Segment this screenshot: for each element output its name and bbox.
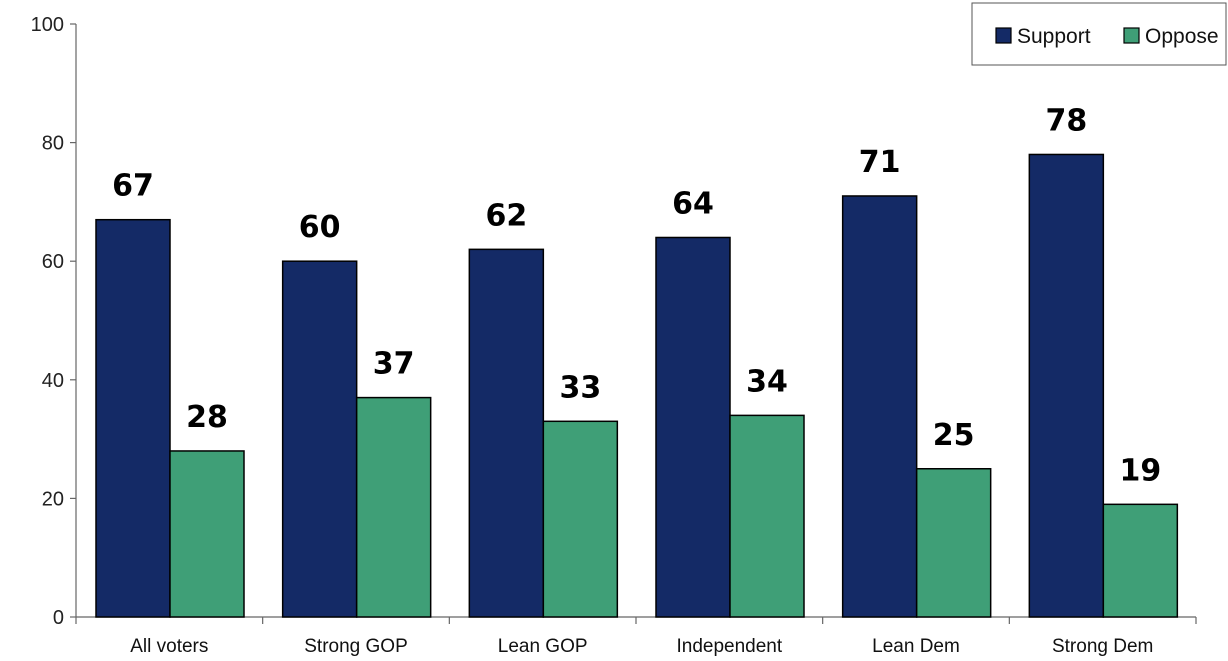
data-label-support: 64 xyxy=(672,186,714,221)
data-label-support: 67 xyxy=(112,169,154,204)
data-label-oppose: 37 xyxy=(373,347,415,382)
legend-swatch-support xyxy=(995,27,1012,44)
bar-oppose-lean-gop xyxy=(542,420,619,618)
legend-box xyxy=(971,2,1227,66)
data-labels: 67 60 62 64 71 78 28 37 33 34 25 19 xyxy=(112,103,1161,488)
legend-swatch-oppose xyxy=(1123,27,1140,44)
bar-support-lean-dem xyxy=(841,195,918,618)
y-tick-label: 80 xyxy=(42,133,64,155)
data-label-support: 78 xyxy=(1045,103,1087,138)
bar-support-lean-gop xyxy=(468,248,545,618)
y-tick-label: 20 xyxy=(42,488,64,510)
y-tick-label: 100 xyxy=(31,14,64,36)
x-category-label: Lean Dem xyxy=(872,636,960,657)
bar-support-strong-gop xyxy=(281,260,358,618)
legend: Support Oppose xyxy=(971,2,1227,66)
data-label-oppose: 28 xyxy=(186,400,228,435)
legend-label-support: Support xyxy=(1017,25,1091,48)
bars xyxy=(95,153,1179,618)
x-category-label: Strong GOP xyxy=(304,636,408,657)
data-label-oppose: 25 xyxy=(933,418,975,453)
y-tick-label: 0 xyxy=(53,607,64,629)
data-label-support: 71 xyxy=(859,145,901,180)
bar-oppose-independent xyxy=(729,414,805,618)
bar-support-independent xyxy=(655,236,731,618)
data-label-oppose: 34 xyxy=(746,364,788,399)
bar-oppose-strong-dem xyxy=(1102,503,1179,618)
data-label-oppose: 19 xyxy=(1119,453,1161,488)
data-label-support: 62 xyxy=(485,198,527,233)
data-label-oppose: 33 xyxy=(559,370,601,405)
bar-oppose-lean-dem xyxy=(915,468,992,618)
legend-label-oppose: Oppose xyxy=(1145,25,1219,48)
bar-support-strong-dem xyxy=(1028,153,1105,618)
y-tick-label: 40 xyxy=(42,370,64,392)
y-tick-label: 60 xyxy=(42,251,64,273)
x-category-label: Strong Dem xyxy=(1052,636,1153,657)
x-category-label: Lean GOP xyxy=(498,636,588,657)
x-category-label: All voters xyxy=(130,636,208,657)
bar-support-all-voters xyxy=(95,218,171,618)
bar-oppose-all-voters xyxy=(169,450,245,618)
axes: 0 20 40 60 80 100 All voters Strong GOP Lean GOP… xyxy=(31,14,1197,657)
data-label-support: 60 xyxy=(299,210,341,245)
x-category-label: Independent xyxy=(676,636,782,657)
bar-oppose-strong-gop xyxy=(355,396,432,618)
